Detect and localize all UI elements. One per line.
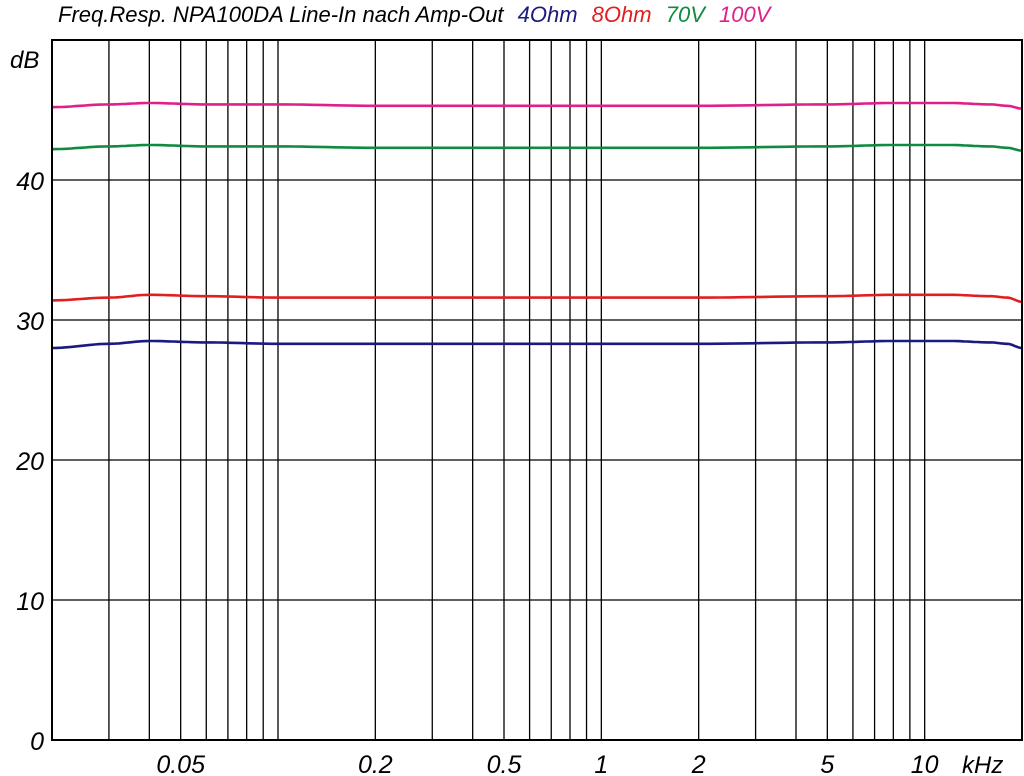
plot-frame xyxy=(51,39,1023,741)
series-group xyxy=(51,101,1023,350)
y-tick-label: 30 xyxy=(16,308,44,336)
legend-entry-100v: 100V xyxy=(719,2,773,27)
x-tick-label: 0.2 xyxy=(358,751,393,776)
legend-entry-4ohm: 4Ohm xyxy=(518,2,578,27)
grid xyxy=(52,40,1022,740)
legend-entry-70v: 70V xyxy=(666,2,707,27)
series-line-4ohm xyxy=(51,339,1023,350)
legend-entry-8ohm: 8Ohm xyxy=(592,2,652,27)
x-tick-label: 10 xyxy=(911,751,939,776)
series-line-100v xyxy=(51,101,1023,110)
series-line-8ohm xyxy=(51,293,1023,304)
series-line-70v xyxy=(51,143,1023,152)
x-tick-label: 2 xyxy=(691,751,706,776)
y-tick-label: 0 xyxy=(30,728,44,756)
chart-title-line: Freq.Resp. NPA100DA Line-In nach Amp-Out… xyxy=(58,2,773,27)
x-tick-label: 1 xyxy=(594,751,608,776)
y-tick-label: 40 xyxy=(16,168,44,196)
chart-title: Freq.Resp. NPA100DA Line-In nach Amp-Out xyxy=(58,2,504,27)
x-tick-label: 5 xyxy=(820,751,834,776)
x-tick-label: 0.05 xyxy=(156,751,205,776)
y-tick-label: 10 xyxy=(16,588,44,616)
y-tick-label: 20 xyxy=(15,448,44,476)
x-axis-unit-label: kHz xyxy=(962,752,1003,776)
y-tick-labels: 0 10 20 30 40 xyxy=(15,168,44,756)
y-axis-unit-label: dB xyxy=(10,47,39,74)
x-tick-labels: 0.05 0.2 0.5 1 2 5 10 xyxy=(156,751,938,776)
x-tick-label: 0.5 xyxy=(487,751,522,776)
